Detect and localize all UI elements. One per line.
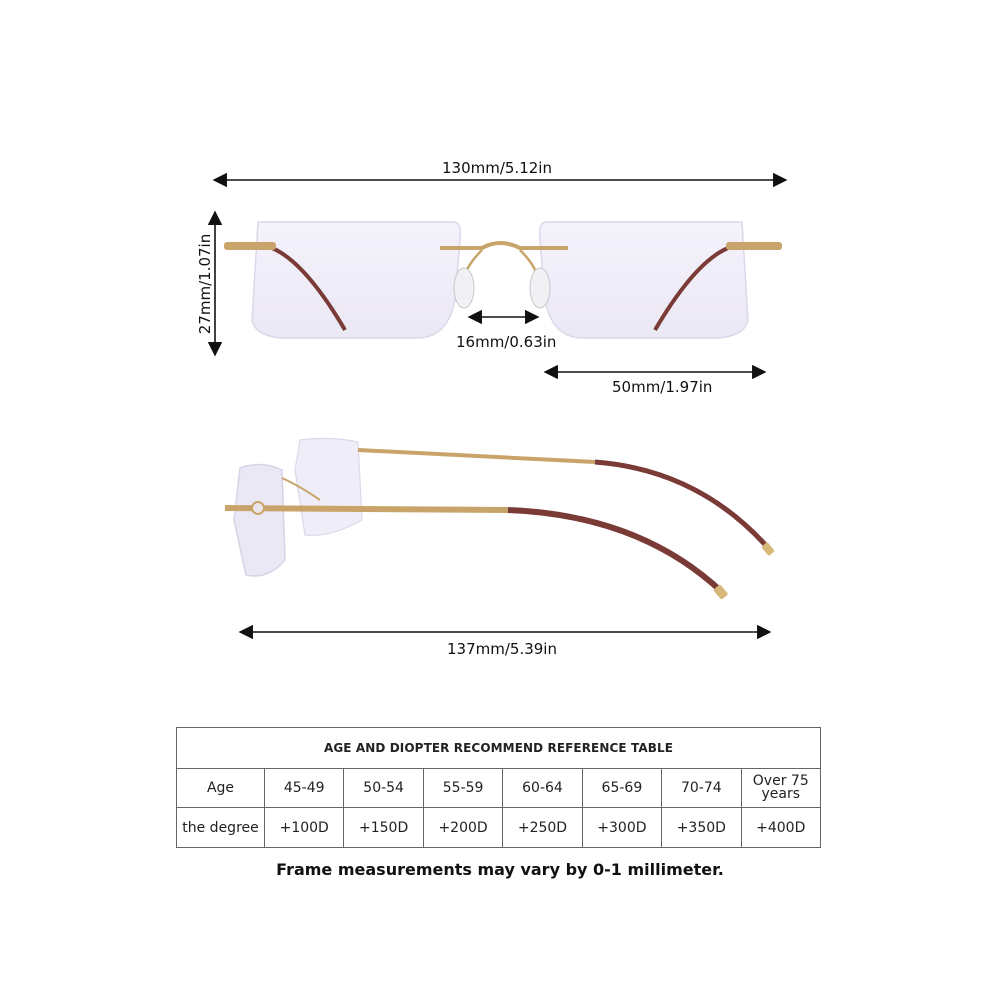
bridge-width-label: 16mm/0.63in: [456, 333, 557, 351]
left-nose-pad: [453, 267, 475, 309]
degree-cell: +250D: [502, 807, 583, 848]
degree-row: the degree +100D +150D +200D +250D +300D…: [176, 807, 822, 848]
age-cell: 50-54: [343, 768, 424, 808]
overall-width-label: 130mm/5.12in: [442, 159, 552, 177]
lens-width-label: 50mm/1.97in: [612, 378, 713, 396]
degree-label: the degree: [176, 807, 265, 848]
left-hinge: [224, 242, 276, 250]
right-lens: [538, 221, 749, 339]
age-cell: 70-74: [661, 768, 742, 808]
measurement-note: Frame measurements may vary by 0-1 milli…: [276, 860, 724, 879]
degree-cell: +200D: [422, 807, 504, 848]
bridge: [440, 241, 568, 250]
right-hinge: [726, 242, 782, 250]
age-label: Age: [176, 768, 265, 808]
table-title: AGE AND DIOPTER RECOMMEND REFERENCE TABL…: [176, 727, 821, 769]
age-row: Age 45-49 50-54 55-59 60-64 65-69 70-74 …: [176, 768, 822, 808]
age-cell: Over 75 years: [740, 768, 822, 808]
age-cell: 65-69: [581, 768, 663, 808]
diopter-reference-table: AGE AND DIOPTER RECOMMEND REFERENCE TABL…: [176, 727, 822, 848]
left-lens: [251, 221, 462, 339]
lens-height-label: 27mm/1.07in: [196, 233, 214, 335]
degree-cell: +150D: [343, 807, 424, 848]
degree-cell: +400D: [740, 807, 822, 848]
side-view-glasses: [224, 437, 775, 600]
temple-length-label: 137mm/5.39in: [447, 640, 557, 658]
age-cell: 60-64: [502, 768, 583, 808]
glasses-illustration: [207, 172, 788, 640]
degree-cell: +100D: [263, 807, 345, 848]
age-cell: 55-59: [422, 768, 504, 808]
degree-cell: +300D: [581, 807, 663, 848]
degree-cell: +350D: [661, 807, 742, 848]
front-view-glasses: [224, 221, 782, 339]
age-cell: 45-49: [263, 768, 345, 808]
right-nose-pad: [529, 267, 551, 309]
